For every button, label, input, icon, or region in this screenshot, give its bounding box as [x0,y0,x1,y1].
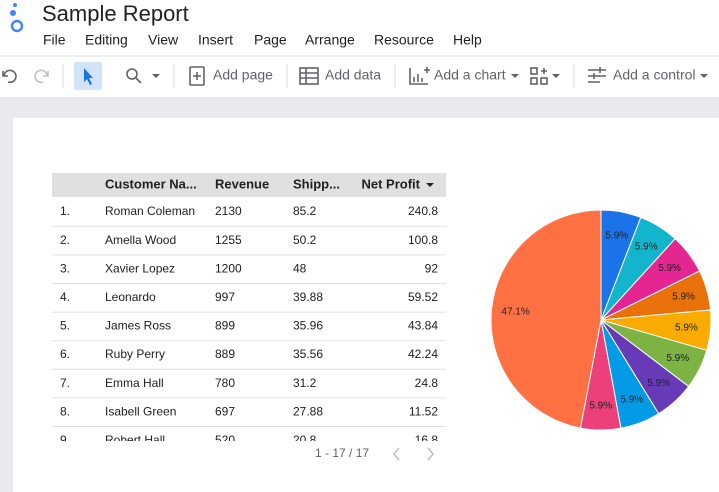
table-cell: 42.24 [408,347,438,361]
slice-label: 5.9% [605,230,628,241]
sort-indicator[interactable] [426,183,434,187]
add-data-button[interactable]: Add data [299,67,381,85]
table-cell: 697 [215,404,235,418]
table-cell: 35.96 [293,319,323,333]
report-title[interactable]: Sample Report [42,1,189,26]
table-cell: Emma Hall [105,376,164,390]
table-cell: 92 [425,261,439,275]
table-cell: Robert Hall [105,433,165,447]
table-header-row: Customer Na... Revenue Shipp... Net Profit [105,176,421,191]
logo[interactable] [10,3,24,33]
slice-label: 5.9% [658,263,681,274]
table-cell: 997 [215,290,235,304]
slice-label: 5.9% [675,323,698,334]
pie-chart: 5.9%5.9%5.9%5.9%5.9%5.9%5.9%5.9%5.9%47.1… [490,209,712,431]
table-cell: 780 [215,376,235,390]
table-cell: Isabell Green [105,404,176,418]
column-header[interactable]: Shipp... [293,176,340,191]
slice-label: 5.9% [647,378,670,389]
table-cell: 3. [60,261,70,275]
table-cell: 39.88 [293,290,323,304]
table-cell: 43.84 [408,319,438,333]
add-page-button[interactable]: Add page [189,66,273,86]
table-cell: 889 [215,347,235,361]
slice-label: 5.9% [635,242,658,253]
menu-item[interactable]: Editing [85,32,128,48]
pagination-label: 1 - 17 / 17 [315,446,369,460]
table-cell: 9. [60,433,70,447]
pie-slice[interactable] [490,209,602,429]
table-cell: 20.8 [293,433,317,447]
redo-button[interactable] [34,69,49,84]
slice-label: 5.9% [672,291,695,302]
table-cell: 24.8 [415,376,439,390]
community-viz-button[interactable] [530,67,560,85]
table-cell: 85.2 [293,204,317,218]
table-cell: 16.8 [415,433,439,447]
table-cell: 1. [60,204,70,218]
table-cell: 50.2 [293,233,317,247]
menu-item[interactable]: Insert [198,32,233,48]
prev-page-button[interactable] [392,447,400,461]
table-cell: 2130 [215,204,242,218]
table-cell: 240.8 [408,204,438,218]
column-header[interactable]: Revenue [215,176,269,191]
column-header[interactable]: Net Profit [362,176,421,191]
menu-item[interactable]: Help [453,32,482,48]
table-cell: 5. [60,319,70,333]
table-cell: 11.52 [409,404,438,418]
table-cell: 520 [215,433,235,447]
menu-item[interactable]: Arrange [305,32,355,48]
slice-label: 5.9% [666,353,689,364]
menu-item[interactable]: File [43,32,66,48]
add-chart-button[interactable]: Add a chart [409,67,519,85]
menu-item[interactable]: Resource [374,32,434,48]
table-cell: 8. [60,404,70,418]
undo-button[interactable] [2,69,17,84]
add-control-button[interactable]: Add a control [588,67,708,83]
slice-label: 5.9% [589,400,612,411]
zoom-button[interactable] [126,68,160,84]
table-cell: 1200 [215,261,242,275]
table-cell: 899 [215,319,235,333]
menu-item[interactable]: View [148,32,179,48]
slice-label: 5.9% [620,395,643,406]
toolbar-label[interactable]: Add data [325,67,381,83]
slice-label: 47.1% [501,307,529,318]
table-cell: Ruby Perry [105,347,165,361]
toolbar-label[interactable]: Add page [213,67,273,83]
table-cell: Xavier Lopez [105,261,175,275]
table-body: 1. Roman Coleman 2130 85.2 240.8 2. Amella Woo… [52,204,446,447]
table-header [52,173,446,197]
table-cell: 27.88 [293,404,323,418]
table-cell: 31.2 [293,376,317,390]
toolbar-label[interactable]: Add a control [613,67,696,83]
toolbar: Add page Add data Add a chart Add a cont… [2,62,708,90]
table-cell: 7. [60,376,70,390]
next-page-button[interactable] [427,447,435,461]
cursor-icon [84,68,93,85]
table-cell: Amella Wood [105,233,176,247]
table-cell: Leonardo [105,290,156,304]
table-cell: 48 [293,261,307,275]
table-cell: James Ross [105,319,171,333]
table-cell: 35.56 [293,347,323,361]
table-cell: 1255 [215,233,242,247]
table-cell: 59.52 [408,290,438,304]
table-cell: 6. [60,347,70,361]
table-cell: Roman Coleman [105,204,195,218]
table-cell: 100.8 [408,233,438,247]
table-cell: 2. [60,233,70,247]
menu-bar: File Editing View Insert Page Arrange Resource… [43,32,482,48]
menu-item[interactable]: Page [254,32,287,48]
column-header[interactable]: Customer Na... [105,176,197,191]
toolbar-label[interactable]: Add a chart [434,67,506,83]
table-cell: 4. [60,290,70,304]
